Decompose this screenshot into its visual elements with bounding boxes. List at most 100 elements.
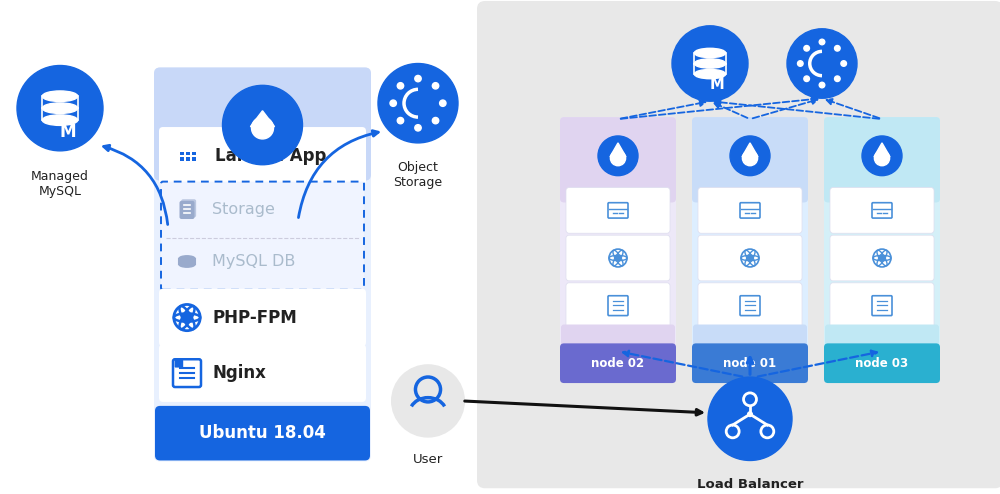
Circle shape (742, 151, 758, 165)
Circle shape (708, 377, 792, 460)
FancyBboxPatch shape (566, 235, 670, 281)
FancyBboxPatch shape (692, 343, 808, 383)
Circle shape (392, 365, 464, 437)
Circle shape (183, 313, 191, 322)
Text: Object
Storage: Object Storage (393, 161, 443, 189)
FancyBboxPatch shape (830, 235, 934, 281)
FancyBboxPatch shape (561, 325, 675, 352)
Circle shape (747, 255, 753, 261)
FancyBboxPatch shape (566, 283, 670, 329)
Circle shape (397, 118, 404, 124)
Circle shape (672, 26, 748, 101)
Text: node 03: node 03 (855, 357, 909, 370)
FancyBboxPatch shape (159, 344, 366, 402)
FancyBboxPatch shape (698, 188, 802, 233)
Text: M: M (59, 123, 76, 141)
Circle shape (610, 151, 626, 165)
Text: Load Balancer: Load Balancer (697, 478, 803, 492)
Circle shape (748, 412, 752, 416)
Circle shape (397, 82, 404, 89)
Polygon shape (742, 143, 758, 157)
Circle shape (804, 45, 809, 51)
Bar (180, 157, 184, 161)
Ellipse shape (179, 259, 195, 264)
Circle shape (819, 39, 825, 45)
Text: M: M (709, 77, 724, 92)
FancyBboxPatch shape (159, 127, 366, 185)
Bar (180, 152, 184, 155)
FancyBboxPatch shape (698, 283, 802, 329)
Circle shape (804, 76, 809, 82)
FancyBboxPatch shape (180, 201, 194, 219)
Ellipse shape (694, 48, 726, 58)
Circle shape (415, 124, 421, 131)
Circle shape (415, 76, 421, 82)
Text: MySQL DB: MySQL DB (212, 254, 295, 269)
FancyBboxPatch shape (560, 343, 676, 383)
Circle shape (378, 64, 458, 143)
Circle shape (835, 45, 840, 51)
FancyBboxPatch shape (560, 117, 676, 353)
Text: node 02: node 02 (591, 357, 645, 370)
Circle shape (819, 82, 825, 88)
Ellipse shape (42, 91, 78, 101)
FancyBboxPatch shape (698, 235, 802, 281)
Bar (186, 152, 190, 155)
FancyBboxPatch shape (692, 117, 808, 203)
FancyBboxPatch shape (693, 325, 807, 352)
Ellipse shape (694, 69, 726, 79)
FancyBboxPatch shape (155, 406, 370, 460)
Circle shape (874, 151, 890, 165)
Text: Storage: Storage (212, 202, 275, 217)
FancyBboxPatch shape (154, 68, 371, 461)
FancyBboxPatch shape (477, 1, 1000, 488)
FancyBboxPatch shape (824, 117, 940, 203)
Circle shape (835, 76, 840, 82)
FancyBboxPatch shape (159, 289, 366, 346)
FancyBboxPatch shape (830, 283, 934, 329)
Circle shape (252, 117, 274, 139)
Text: PHP-FPM: PHP-FPM (212, 309, 297, 327)
Circle shape (787, 29, 857, 98)
Text: User: User (413, 453, 443, 465)
Text: Laravel App: Laravel App (215, 147, 326, 165)
Bar (192, 152, 196, 155)
FancyBboxPatch shape (156, 380, 369, 418)
Text: Ubuntu 18.04: Ubuntu 18.04 (199, 424, 326, 442)
Text: Nginx: Nginx (212, 364, 266, 382)
Ellipse shape (179, 256, 195, 261)
Bar (192, 157, 196, 161)
Circle shape (222, 85, 302, 165)
Circle shape (798, 61, 803, 66)
FancyBboxPatch shape (154, 68, 371, 181)
FancyBboxPatch shape (560, 117, 676, 203)
Circle shape (615, 255, 621, 261)
FancyBboxPatch shape (824, 117, 940, 353)
Ellipse shape (42, 103, 78, 114)
FancyBboxPatch shape (181, 199, 196, 217)
FancyBboxPatch shape (824, 343, 940, 383)
Circle shape (432, 82, 439, 89)
FancyBboxPatch shape (566, 188, 670, 233)
Polygon shape (874, 143, 890, 157)
Ellipse shape (42, 115, 78, 125)
Circle shape (432, 118, 439, 124)
Polygon shape (250, 111, 275, 126)
Circle shape (440, 100, 446, 106)
FancyBboxPatch shape (830, 188, 934, 233)
Circle shape (730, 136, 770, 176)
Circle shape (598, 136, 638, 176)
Circle shape (879, 255, 885, 261)
Circle shape (17, 66, 103, 151)
FancyBboxPatch shape (825, 325, 939, 352)
Circle shape (862, 136, 902, 176)
Ellipse shape (694, 59, 726, 68)
Ellipse shape (179, 262, 195, 267)
FancyBboxPatch shape (692, 117, 808, 353)
Text: node 01: node 01 (723, 357, 777, 370)
Circle shape (390, 100, 396, 106)
Circle shape (841, 61, 847, 66)
FancyBboxPatch shape (175, 360, 183, 368)
Polygon shape (610, 143, 626, 157)
Bar (186, 157, 190, 161)
